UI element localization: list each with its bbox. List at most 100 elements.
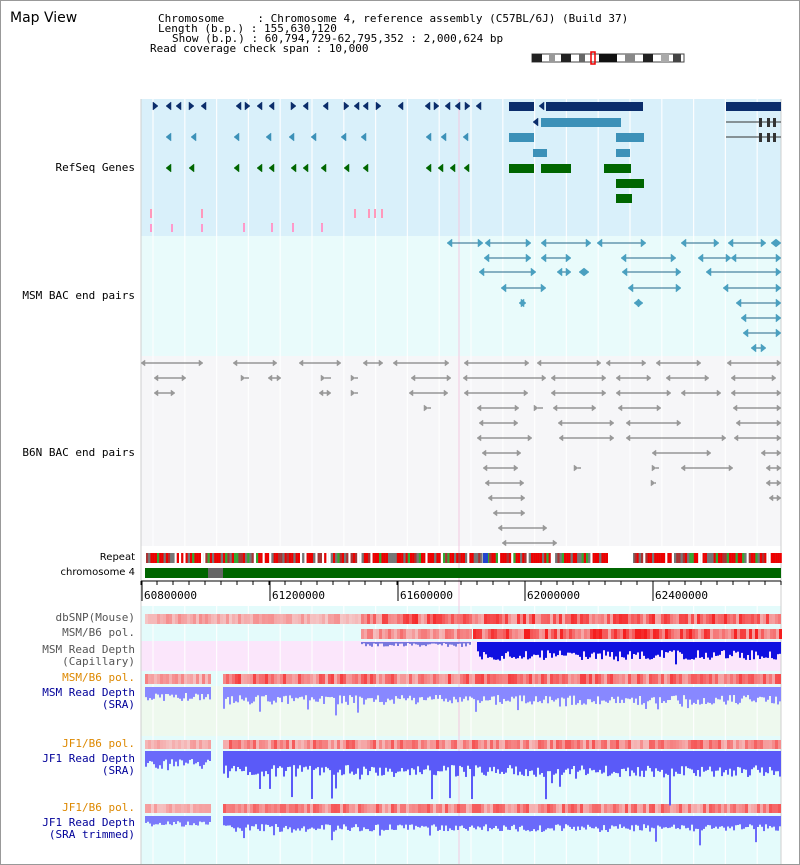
heat-cell	[292, 674, 295, 684]
heat-cell	[518, 629, 521, 639]
b6n-bac-end	[601, 389, 607, 397]
repeat-element	[634, 553, 637, 563]
depth-bar	[555, 642, 557, 657]
repeat-element	[260, 553, 263, 563]
depth-bar	[639, 642, 641, 659]
depth-bar	[245, 751, 247, 767]
heat-cell	[523, 804, 526, 813]
refseq-gene	[235, 101, 242, 111]
heat-cell	[740, 629, 743, 639]
depth-bar	[323, 751, 325, 773]
depth-bar	[653, 687, 655, 698]
depth-bar	[495, 751, 497, 773]
depth-bar	[691, 642, 693, 660]
depth-bar	[725, 751, 727, 771]
b6n-bac-end	[298, 359, 304, 367]
depth-bar	[347, 687, 349, 705]
depth-bar	[467, 687, 469, 701]
repeat-element	[663, 553, 666, 563]
heat-cell	[688, 804, 691, 813]
depth-bar	[557, 687, 559, 699]
depth-bar	[743, 642, 745, 659]
repeat-element	[575, 553, 578, 563]
heat-cell	[745, 614, 748, 624]
depth-bar	[671, 642, 673, 652]
depth-bar	[651, 687, 653, 698]
repeat-element	[238, 553, 241, 563]
heat-cell	[584, 629, 587, 639]
b6n-track-bg	[141, 356, 781, 546]
repeat-element	[557, 553, 560, 563]
depth-bar	[741, 816, 743, 830]
heat-cell	[526, 804, 529, 813]
refseq-marker	[271, 224, 273, 232]
depth-bar	[169, 816, 171, 825]
b6n-bac-end	[446, 374, 452, 382]
heat-cell	[454, 614, 457, 624]
depth-bar	[173, 816, 175, 822]
heat-cell	[643, 674, 646, 684]
depth-bar	[641, 642, 643, 652]
depth-bar	[711, 642, 713, 658]
depth-bar	[321, 687, 323, 696]
repeat-element	[361, 553, 364, 563]
depth-bar	[251, 687, 253, 704]
heat-cell	[598, 740, 601, 749]
depth-bar	[559, 816, 561, 826]
refseq-gene	[188, 101, 195, 111]
heat-cell	[772, 614, 775, 624]
depth-bar	[655, 687, 657, 704]
jf1-b6-pol-label-2: JF1/B6 pol.	[62, 801, 135, 814]
b6n-bac-end	[726, 359, 732, 367]
depth-bar	[375, 642, 377, 644]
depth-bar	[373, 687, 375, 702]
heat-cell	[331, 740, 334, 749]
depth-bar	[361, 642, 363, 645]
depth-bar	[377, 816, 379, 825]
heat-cell	[307, 740, 310, 749]
heat-cell	[397, 740, 400, 749]
heat-cell	[778, 740, 781, 749]
repeat-element	[399, 553, 402, 563]
depth-bar	[515, 642, 517, 659]
depth-bar	[739, 816, 741, 825]
repeat-element	[403, 553, 406, 563]
heat-cell	[545, 629, 548, 639]
chromosome-label: Chromosome :	[158, 12, 271, 25]
depth-bar	[773, 687, 775, 704]
heat-cell	[515, 629, 518, 639]
heat-cell	[742, 740, 745, 749]
depth-bar	[349, 687, 351, 696]
heat-cell	[451, 629, 454, 639]
heat-cell	[325, 614, 328, 624]
heat-cell	[415, 614, 418, 624]
repeat-element	[214, 553, 217, 563]
ideogram-band	[532, 54, 542, 62]
heat-cell	[586, 614, 589, 624]
depth-bar	[335, 751, 337, 789]
heat-cell	[511, 804, 514, 813]
heat-cell	[625, 804, 628, 813]
depth-bar	[647, 816, 649, 826]
depth-bar	[401, 642, 403, 644]
b6n-bac-end	[170, 389, 176, 397]
repeat-element	[313, 553, 316, 563]
heat-cell	[346, 804, 349, 813]
depth-bar	[773, 816, 775, 827]
depth-bar	[695, 687, 697, 705]
repeat-element	[762, 553, 765, 563]
b6n-bac-end	[625, 434, 631, 442]
heat-cell	[448, 740, 451, 749]
depth-bar	[547, 687, 549, 704]
depth-bar	[703, 642, 705, 659]
heat-cell	[145, 674, 148, 684]
heat-cell	[664, 804, 667, 813]
msm-bac-end	[540, 283, 547, 293]
heat-cell	[502, 740, 505, 749]
heat-cell	[205, 740, 208, 749]
heat-cell	[403, 629, 406, 639]
heat-cell	[500, 629, 503, 639]
depth-bar	[545, 816, 547, 830]
b6n-bac-end	[378, 359, 384, 367]
